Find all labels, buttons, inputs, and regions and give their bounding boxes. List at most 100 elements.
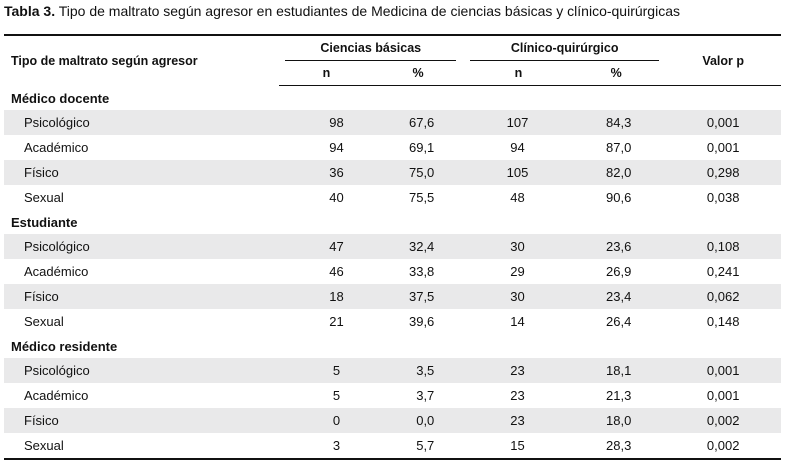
table-row: Académico 94 69,1 94 87,0 0,001 <box>4 135 781 160</box>
cell-pct-ciencias: 75,5 <box>408 190 435 205</box>
row-tipo: Físico <box>4 408 280 433</box>
table-row: Físico 0 0,0 23 18,0 0,002 <box>4 408 781 433</box>
cell-gap <box>462 358 470 383</box>
cell-valor-p: 0,241 <box>706 264 740 279</box>
group-label: Estudiante <box>11 214 78 230</box>
cell-n-clinico: 23 <box>469 358 567 383</box>
row-tipo: Físico <box>4 284 280 309</box>
table-row: Físico 36 75,0 105 82,0 0,298 <box>4 160 781 185</box>
cell-valor-p: 0,298 <box>665 160 781 185</box>
row-tipo: Psicológico <box>4 110 280 135</box>
cell-pct-clinico: 26,4 <box>606 314 632 329</box>
cell-pct-clinico: 18,0 <box>566 408 666 433</box>
group-label: Médico docente <box>11 90 110 106</box>
cell-n-clinico: 23 <box>469 408 567 433</box>
cell-pct-ciencias: 3,5 <box>373 358 463 383</box>
cell-n-clinico: 15 <box>469 433 567 460</box>
cell-n-clinico: 14 <box>510 314 525 329</box>
cell-n-clinico: 105 <box>469 160 567 185</box>
row-tipo: Físico <box>4 160 280 185</box>
cell-n-clinico: 23 <box>510 388 525 403</box>
cell-gap <box>462 234 470 259</box>
cell-pct-ciencias: 5,7 <box>373 433 463 460</box>
cell-n-clinico: 107 <box>469 110 567 135</box>
table-head: Tipo de maltrato según agresor Ciencias … <box>4 34 781 86</box>
header-first-col: Tipo de maltrato según agresor <box>4 34 280 86</box>
cell-pct-ciencias: 32,4 <box>373 234 463 259</box>
cell-pct-clinico: 90,6 <box>606 190 632 205</box>
table-row: Físico 18 37,5 30 23,4 0,062 <box>4 284 781 309</box>
cell-gap <box>462 160 470 185</box>
cell-n-clinico: 29 <box>510 264 525 279</box>
header-row-1: Tipo de maltrato según agresor Ciencias … <box>4 34 781 86</box>
header-n1: n <box>279 61 374 86</box>
cell-valor-p: 0,148 <box>706 314 740 329</box>
cell-n-ciencias: 21 <box>329 314 344 329</box>
header-pct1: % <box>373 61 463 86</box>
cell-valor-p: 0,001 <box>665 110 781 135</box>
cell-gap <box>462 309 470 334</box>
cell-pct-ciencias: 67,6 <box>373 110 463 135</box>
group-label: Médico residente <box>11 338 118 354</box>
cell-n-ciencias: 36 <box>279 160 374 185</box>
row-tipo: Académico <box>24 388 89 403</box>
table-row: Psicológico 47 32,4 30 23,6 0,108 <box>4 234 781 259</box>
table-row: Sexual 40 75,5 48 90,6 0,038 <box>4 185 781 210</box>
cell-pct-clinico: 18,1 <box>566 358 666 383</box>
cell-pct-ciencias: 33,8 <box>408 264 435 279</box>
header-gap2 <box>462 61 470 86</box>
cell-pct-ciencias: 75,0 <box>373 160 463 185</box>
group-row: Médico docente <box>4 86 781 111</box>
header-pct2: % <box>566 61 666 86</box>
row-tipo: Sexual <box>24 314 64 329</box>
row-tipo: Académico <box>24 140 89 155</box>
cell-n-clinico: 30 <box>469 284 567 309</box>
cell-valor-p: 0,001 <box>706 140 740 155</box>
cell-pct-clinico: 84,3 <box>566 110 666 135</box>
cell-pct-clinico: 26,9 <box>606 264 632 279</box>
row-tipo: Psicológico <box>4 234 280 259</box>
row-tipo: Académico <box>24 264 89 279</box>
cell-gap <box>462 433 470 460</box>
table-row: Sexual 21 39,6 14 26,4 0,148 <box>4 309 781 334</box>
cell-pct-ciencias: 39,6 <box>408 314 435 329</box>
header-n2: n <box>469 61 567 86</box>
cell-n-ciencias: 94 <box>329 140 344 155</box>
cell-gap <box>462 259 470 284</box>
cell-pct-clinico: 87,0 <box>606 140 632 155</box>
header-clinico-quirurgico: Clínico-quirúrgico <box>469 34 666 61</box>
header-gap <box>462 34 470 61</box>
cell-n-ciencias: 3 <box>279 433 374 460</box>
table-body: Médico docente Psicológico 98 67,6 107 84,3 0,… <box>4 86 781 460</box>
cell-pct-ciencias: 69,1 <box>408 140 435 155</box>
cell-pct-clinico: 28,3 <box>566 433 666 460</box>
cell-valor-p: 0,001 <box>665 358 781 383</box>
caption-text: Tipo de maltrato según agresor en estudi… <box>55 3 680 19</box>
table-row: Psicológico 5 3,5 23 18,1 0,001 <box>4 358 781 383</box>
cell-n-clinico: 30 <box>469 234 567 259</box>
cell-n-ciencias: 18 <box>279 284 374 309</box>
group-row: Estudiante <box>4 210 781 234</box>
group-row: Médico residente <box>4 334 781 358</box>
cell-pct-clinico: 23,6 <box>566 234 666 259</box>
cell-n-ciencias: 5 <box>332 388 341 403</box>
table-row: Académico 46 33,8 29 26,9 0,241 <box>4 259 781 284</box>
cell-valor-p: 0,062 <box>665 284 781 309</box>
cell-pct-ciencias: 3,7 <box>416 388 435 403</box>
header-group1-label: Ciencias básicas <box>285 36 457 61</box>
cell-pct-clinico: 21,3 <box>606 388 632 403</box>
cell-n-ciencias: 46 <box>329 264 344 279</box>
cell-gap <box>462 185 470 210</box>
cell-gap <box>462 110 470 135</box>
cell-valor-p: 0,038 <box>706 190 740 205</box>
header-ciencias-basicas: Ciencias básicas <box>279 34 463 61</box>
row-tipo: Sexual <box>24 190 64 205</box>
table-row: Académico 5 3,7 23 21,3 0,001 <box>4 383 781 408</box>
cell-n-ciencias: 40 <box>329 190 344 205</box>
cell-n-ciencias: 98 <box>279 110 374 135</box>
cell-gap <box>462 284 470 309</box>
cell-valor-p: 0,002 <box>665 408 781 433</box>
cell-valor-p: 0,108 <box>665 234 781 259</box>
table-row: Sexual 3 5,7 15 28,3 0,002 <box>4 433 781 460</box>
cell-pct-ciencias: 37,5 <box>373 284 463 309</box>
